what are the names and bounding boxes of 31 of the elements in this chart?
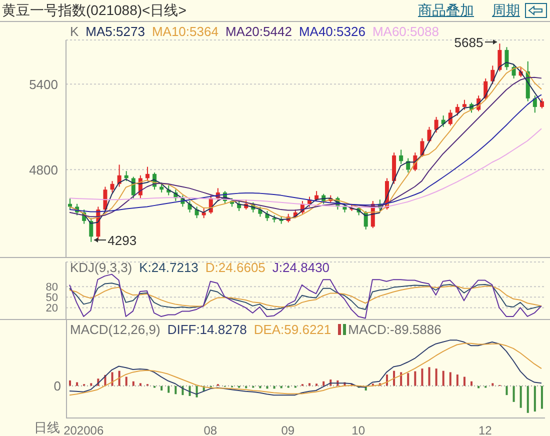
chart-title: 黄豆一号指数(021088)<日线> (2, 2, 186, 20)
chart-title: MACD(12,26,9) (70, 322, 160, 337)
series-label: K:24.7213 (139, 260, 198, 275)
series-label: D:24.6605 (205, 260, 266, 275)
annotation: 4293 (108, 232, 137, 248)
y-tick-label: 4800 (29, 162, 58, 178)
text: 周期 (492, 2, 520, 20)
y-tick-label: 20 (46, 302, 58, 315)
x-tick-label: 08 (204, 424, 218, 436)
chart-title: KDJ(9,3,3) (70, 260, 132, 275)
y-tick-label: 5400 (29, 76, 58, 92)
text: DIFF:14.8278 (167, 322, 247, 337)
annotation: 5685 (454, 34, 484, 50)
text: DEA:59.6221 (254, 322, 332, 337)
x-tick-label: 12 (478, 424, 492, 436)
text: MA10:5364 (152, 24, 218, 39)
text: MA60:5088 (372, 24, 439, 39)
y-tick-label: 50 (46, 292, 58, 304)
series-label: J:24.8430 (272, 260, 330, 275)
ref-line-label: 0 (54, 378, 61, 394)
legend-label: MACD:-89.5886 (347, 322, 442, 337)
y-tick-label: 80 (46, 282, 58, 294)
text: MA40:5326 (298, 24, 366, 39)
text: 商品叠加 (418, 2, 474, 20)
x-tick-label: 09 (281, 424, 295, 436)
chart-subtitle: K (70, 24, 79, 39)
text: MA20:5442 (225, 24, 292, 39)
x-axis-title: 日线 (33, 419, 60, 436)
x-tick-label: 202006 (64, 424, 104, 436)
text: MA5:5273 (86, 24, 145, 39)
x-tick-label: 10 (352, 424, 366, 436)
